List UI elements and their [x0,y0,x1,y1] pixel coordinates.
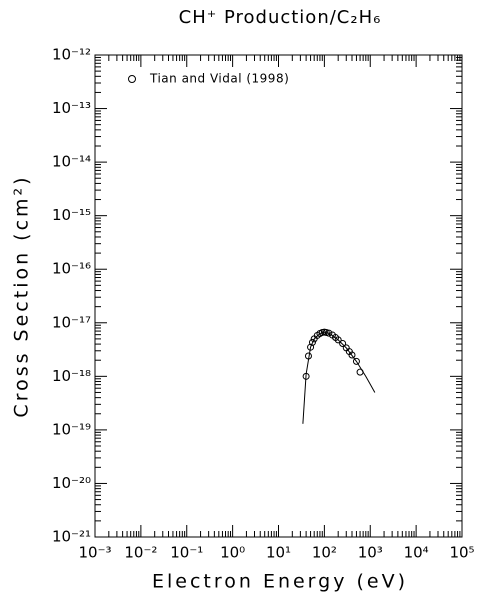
y-tick-label: 10⁻¹² [52,46,91,64]
x-tick-label: 10⁻² [124,544,157,562]
plot-frame [94,54,463,538]
legend-label: Tian and Vidal (1998) [149,72,289,86]
x-tick-label: 10⁻¹ [170,544,203,562]
x-tick-label: 10⁰ [220,544,245,562]
y-tick-label: 10⁻¹³ [52,99,91,117]
y-tick-label: 10⁻²⁰ [52,474,91,492]
legend-marker [128,75,136,83]
y-tick-label: 10⁻¹⁷ [52,313,91,331]
x-tick-label: 10⁵ [449,544,474,562]
x-tick-label: 10² [312,544,337,562]
fit-line [302,331,376,424]
x-tick-label: 10⁻³ [78,544,111,562]
y-tick-label: 10⁻¹⁶ [52,260,91,278]
x-tick-label: 10⁴ [404,544,429,562]
data-point [334,336,342,344]
x-axis-label: Electron Energy (eV) [152,571,408,593]
data-point [325,329,333,337]
data-point [348,351,356,359]
data-point [339,340,347,348]
y-tick-label: 10⁻²¹ [52,528,91,546]
y-tick-label: 10⁻¹⁹ [52,420,91,438]
y-tick-label: 10⁻¹⁸ [52,367,91,385]
data-point [352,357,360,365]
x-tick-label: 10³ [358,544,383,562]
chart-title: CH⁺ Production/C₂H₆ [179,7,382,28]
y-axis-label: Cross Section (cm²) [11,174,33,417]
x-tick-label: 10¹ [266,544,291,562]
y-tick-label: 10⁻¹⁵ [52,206,91,224]
data-point [308,338,316,346]
y-tick-label: 10⁻¹⁴ [52,153,91,171]
